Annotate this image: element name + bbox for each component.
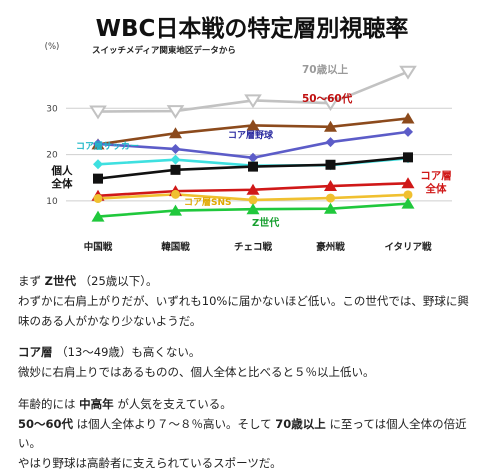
series-label: コア層サッカー <box>76 140 139 152</box>
data-point <box>403 152 413 163</box>
x-tick-label: イタリア戦 <box>384 241 432 253</box>
y-tick-label: 10 <box>46 197 58 207</box>
data-point <box>248 195 258 205</box>
text: 年齢的には <box>18 396 76 411</box>
text: に至っては個人全体の倍近い。 <box>18 416 467 451</box>
x-tick-label: チェコ戦 <box>234 241 273 253</box>
series-label: コア層野球 <box>228 129 274 141</box>
series-label-line: 個人 <box>51 164 73 177</box>
x-tick-label: 豪州戦 <box>316 241 345 253</box>
text: （25歳以下）。 <box>79 274 158 288</box>
text-bold: 中高年 <box>79 396 114 411</box>
data-point <box>244 94 262 109</box>
paragraph-senior: 年齢的には 中高年 が人気を支えている。 50〜60代 は個人全体より７〜８％高… <box>18 395 470 474</box>
data-point <box>324 202 337 214</box>
article-body: まず Z世代 （25歳以下）。 わずかに右肩上がりだが、いずれも10%に届かない… <box>18 272 470 474</box>
data-point <box>248 152 258 163</box>
text: 微妙に右肩上りではあるものの、個人全体と比べると５％以上低い。 <box>18 365 375 380</box>
y-axis-unit-label: (%) <box>45 42 60 52</box>
paragraph-core: コア層 （13〜49歳）も高くない。 微妙に右肩上りではあるものの、個人全体と比… <box>18 343 470 383</box>
text: が人気を支えている。 <box>117 396 232 411</box>
x-tick-label: 中国戦 <box>84 241 113 253</box>
paragraph-gen-z: まず Z世代 （25歳以下）。 わずかに右肩上がりだが、いずれも10%に届かない… <box>18 272 470 331</box>
chart-svg: 10 20 30 中国戦 韓国戦 チェコ戦 豪州戦 イタリア戦 70歳以上 50〜60代コア層野… <box>45 15 452 253</box>
data-point <box>324 180 337 192</box>
text: まず <box>18 274 41 288</box>
data-point <box>401 197 415 209</box>
series-label: 個人全体 <box>51 164 73 190</box>
series-label-line: 全体 <box>51 177 73 190</box>
data-point <box>170 154 181 165</box>
chart-title: WBC日本戦の特定層別視聴率 <box>96 15 409 42</box>
series-label: コア層SNS <box>184 196 232 208</box>
data-point <box>169 204 182 216</box>
series-label: 70歳以上 <box>302 63 349 76</box>
data-point <box>93 173 103 184</box>
text-bold: コア層 <box>18 345 53 360</box>
data-point <box>170 164 181 175</box>
text: 味のある人がかなり少ないようだ。 <box>18 313 202 328</box>
text: やはり野球は高齢者に支えられているスポーツだ。 <box>18 456 282 471</box>
series-label-line: 全体 <box>425 182 447 195</box>
data-point <box>246 203 260 215</box>
data-point <box>246 183 260 195</box>
text-bold: 70歳以上 <box>275 416 326 431</box>
x-tick-label: 韓国戦 <box>161 241 190 253</box>
chart-subtitle: スイッチメディア関東地区データから <box>92 45 236 56</box>
text-bold: 50〜60代 <box>18 416 74 431</box>
data-point <box>93 159 103 170</box>
data-point <box>325 137 336 148</box>
data-point <box>403 190 413 200</box>
data-point <box>166 105 185 119</box>
data-point <box>324 120 337 132</box>
data-point <box>170 144 181 155</box>
data-point <box>169 127 182 139</box>
data-point <box>93 194 103 204</box>
text: （13〜49歳）も高くない。 <box>56 345 201 360</box>
data-point <box>399 65 417 80</box>
data-point <box>89 105 107 120</box>
y-tick-label: 30 <box>46 104 58 114</box>
series-label: Z世代 <box>252 216 279 229</box>
text-bold: Z世代 <box>44 274 76 288</box>
series-label-line: コア層 <box>420 170 452 182</box>
data-point <box>93 138 103 149</box>
data-point <box>325 159 336 170</box>
y-tick-label: 20 <box>46 151 58 161</box>
data-point <box>246 119 260 131</box>
data-point <box>403 126 413 137</box>
series-label: 50〜60代 <box>302 92 353 105</box>
data-point <box>248 161 258 172</box>
data-point <box>401 112 415 124</box>
text: は個人全体より７〜８％高い。そして <box>76 416 272 431</box>
data-point <box>91 210 105 222</box>
text: わずかに右肩上がりだが、いずれも10%に届かないほど低い。この世代では、野球に興 <box>18 293 469 308</box>
data-point <box>171 189 180 199</box>
data-point <box>326 193 335 203</box>
series-label: コア層全体 <box>420 170 452 195</box>
data-point <box>401 177 415 189</box>
data-point <box>321 97 340 112</box>
chart: 10 20 30 中国戦 韓国戦 チェコ戦 豪州戦 イタリア戦 70歳以上 50〜60代コア層野… <box>4 2 476 264</box>
